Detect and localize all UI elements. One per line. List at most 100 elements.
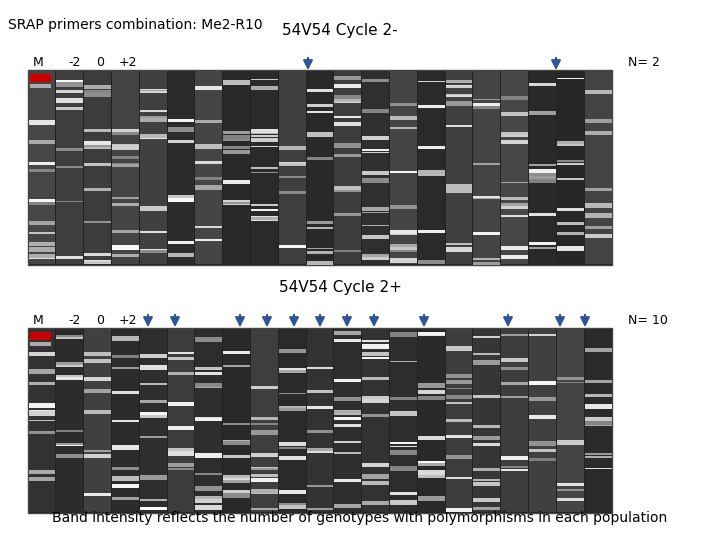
Bar: [307, 157, 333, 160]
Bar: [446, 93, 472, 96]
Bar: [29, 257, 55, 259]
Bar: [112, 144, 139, 148]
Text: 0: 0: [96, 57, 104, 70]
Bar: [112, 197, 139, 199]
Bar: [223, 423, 250, 425]
Bar: [29, 199, 55, 202]
Bar: [28, 70, 612, 265]
Bar: [418, 81, 445, 83]
Bar: [446, 247, 472, 252]
Bar: [168, 198, 194, 201]
Bar: [279, 191, 305, 194]
Bar: [390, 465, 417, 469]
Bar: [501, 357, 528, 362]
Bar: [168, 352, 194, 354]
Bar: [56, 79, 83, 83]
Bar: [112, 204, 139, 206]
Bar: [557, 208, 584, 211]
Bar: [501, 334, 528, 335]
Bar: [223, 146, 250, 149]
Text: -2: -2: [69, 314, 81, 327]
Bar: [56, 363, 83, 367]
Bar: [84, 410, 111, 414]
Text: SRAP primers combination: Me2-R10: SRAP primers combination: Me2-R10: [8, 18, 263, 32]
Bar: [585, 234, 611, 238]
Bar: [418, 461, 445, 465]
Bar: [474, 507, 500, 510]
Bar: [474, 478, 500, 481]
Bar: [474, 353, 500, 355]
Bar: [84, 141, 111, 145]
Bar: [585, 422, 611, 426]
Bar: [29, 403, 55, 408]
Bar: [28, 328, 612, 513]
Bar: [279, 329, 305, 512]
Bar: [501, 469, 528, 471]
Bar: [529, 111, 556, 115]
Bar: [307, 329, 333, 512]
Bar: [334, 250, 361, 252]
Bar: [112, 71, 139, 264]
Bar: [446, 79, 472, 83]
Bar: [279, 163, 305, 166]
Bar: [279, 71, 305, 264]
Bar: [390, 127, 417, 129]
Bar: [446, 455, 472, 460]
Text: +2: +2: [119, 57, 138, 70]
Bar: [334, 154, 361, 157]
Bar: [307, 221, 333, 224]
Bar: [334, 411, 361, 413]
Bar: [362, 475, 389, 480]
Bar: [529, 415, 556, 419]
Bar: [557, 483, 584, 486]
Bar: [195, 453, 222, 458]
Bar: [557, 443, 584, 445]
Bar: [140, 400, 166, 403]
Bar: [279, 245, 305, 248]
Bar: [112, 420, 139, 422]
Bar: [557, 160, 584, 163]
Bar: [362, 136, 389, 140]
Bar: [501, 132, 528, 134]
Bar: [251, 79, 278, 80]
Bar: [168, 463, 194, 467]
Bar: [29, 232, 55, 234]
Bar: [84, 352, 111, 356]
Bar: [168, 427, 194, 429]
Bar: [279, 349, 305, 353]
Bar: [446, 243, 472, 245]
Bar: [251, 135, 278, 137]
Bar: [251, 218, 278, 220]
Bar: [307, 248, 333, 249]
Bar: [223, 136, 250, 141]
Bar: [585, 71, 611, 264]
Bar: [140, 251, 166, 253]
Bar: [251, 468, 278, 470]
Bar: [390, 205, 417, 209]
Bar: [390, 397, 417, 400]
Bar: [29, 201, 55, 205]
Bar: [557, 221, 584, 225]
Bar: [29, 254, 55, 258]
Bar: [168, 329, 194, 512]
Bar: [251, 329, 278, 512]
Bar: [334, 410, 361, 415]
Bar: [362, 207, 389, 211]
Bar: [279, 368, 305, 372]
Bar: [29, 470, 55, 474]
Bar: [501, 255, 528, 259]
Bar: [446, 380, 472, 384]
Bar: [529, 397, 556, 401]
Bar: [501, 246, 528, 249]
Bar: [307, 71, 333, 264]
Bar: [501, 204, 528, 206]
Bar: [195, 416, 222, 419]
Bar: [56, 362, 83, 365]
Bar: [29, 71, 55, 264]
Bar: [84, 329, 111, 512]
Bar: [112, 163, 139, 165]
Bar: [56, 166, 83, 168]
Bar: [56, 335, 83, 338]
Bar: [418, 105, 445, 107]
Bar: [474, 360, 500, 364]
